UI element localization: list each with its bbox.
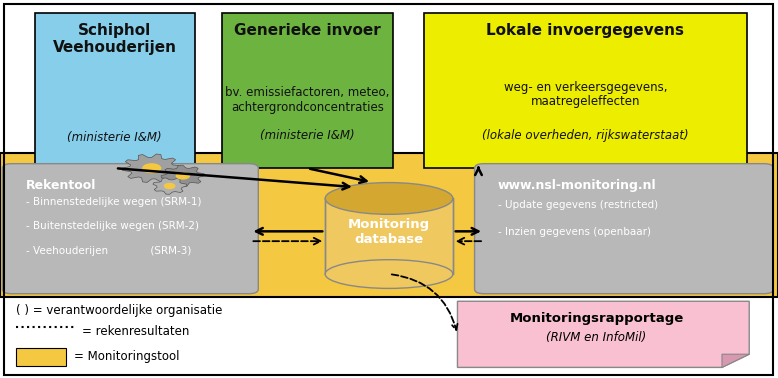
FancyBboxPatch shape xyxy=(475,164,773,294)
FancyBboxPatch shape xyxy=(424,13,747,168)
Polygon shape xyxy=(161,165,205,186)
Text: (ministerie I&M): (ministerie I&M) xyxy=(68,131,162,144)
Ellipse shape xyxy=(325,183,453,214)
Polygon shape xyxy=(722,354,749,367)
Text: Monitoringsrapportage: Monitoringsrapportage xyxy=(510,312,684,325)
Circle shape xyxy=(164,183,175,189)
FancyBboxPatch shape xyxy=(0,153,778,297)
Polygon shape xyxy=(325,198,453,274)
Text: ( ) = verantwoordelijke organisatie: ( ) = verantwoordelijke organisatie xyxy=(16,304,222,317)
Text: weg- en verkeersgegevens,
maatregeleffecten: weg- en verkeersgegevens, maatregeleffec… xyxy=(503,81,668,108)
Polygon shape xyxy=(153,178,187,194)
FancyBboxPatch shape xyxy=(222,13,393,168)
Text: (ministerie I&M): (ministerie I&M) xyxy=(260,129,355,142)
Text: bv. emissiefactoren, meteo,
achtergrondconcentraties: bv. emissiefactoren, meteo, achtergrondc… xyxy=(225,86,390,114)
Text: - Inzien gegevens (openbaar): - Inzien gegevens (openbaar) xyxy=(498,227,651,237)
Text: - Veehouderijen             (SRM-3): - Veehouderijen (SRM-3) xyxy=(26,246,191,256)
Circle shape xyxy=(177,173,189,179)
Ellipse shape xyxy=(325,260,453,288)
Text: Lokale invoergegevens: Lokale invoergegevens xyxy=(486,23,685,38)
Text: (lokale overheden, rijkswaterstaat): (lokale overheden, rijkswaterstaat) xyxy=(482,129,689,142)
Text: - Buitenstedelijke wegen (SRM-2): - Buitenstedelijke wegen (SRM-2) xyxy=(26,221,198,231)
Text: www.nsl-monitoring.nl: www.nsl-monitoring.nl xyxy=(498,179,657,192)
Polygon shape xyxy=(457,301,749,367)
Polygon shape xyxy=(122,154,181,183)
FancyBboxPatch shape xyxy=(16,348,66,366)
Text: Monitoring
database: Monitoring database xyxy=(348,218,430,246)
Circle shape xyxy=(143,164,160,172)
Text: (RIVM en InfoMil): (RIVM en InfoMil) xyxy=(546,331,647,344)
Text: = rekenresultaten: = rekenresultaten xyxy=(82,325,189,338)
Text: Schiphol
Veehouderijen: Schiphol Veehouderijen xyxy=(53,23,177,55)
Text: = Monitoringstool: = Monitoringstool xyxy=(74,350,180,363)
Text: Rekentool: Rekentool xyxy=(26,179,96,192)
Text: - Binnenstedelijke wegen (SRM-1): - Binnenstedelijke wegen (SRM-1) xyxy=(26,197,202,206)
Text: - Update gegevens (restricted): - Update gegevens (restricted) xyxy=(498,200,658,210)
FancyBboxPatch shape xyxy=(35,13,194,168)
Text: Generieke invoer: Generieke invoer xyxy=(234,23,380,38)
FancyBboxPatch shape xyxy=(2,164,258,294)
